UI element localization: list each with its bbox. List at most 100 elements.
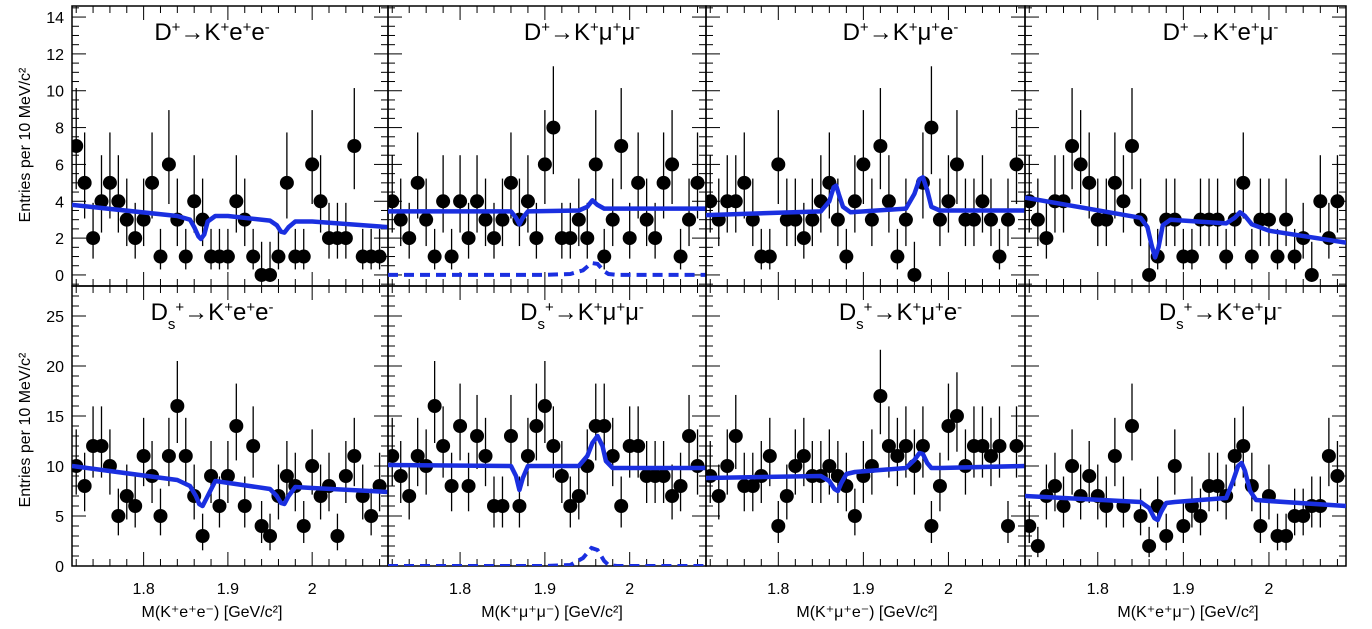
fit-curve: [388, 198, 706, 227]
data-point: [529, 419, 544, 433]
y-tick-label: 12: [46, 47, 64, 64]
data-point: [605, 212, 620, 227]
data-point: [1253, 519, 1268, 533]
data-point: [436, 194, 451, 209]
data-point: [983, 212, 998, 227]
data-point: [1056, 499, 1071, 513]
data-point: [873, 139, 888, 153]
data-point: [393, 212, 408, 227]
data-point: [822, 459, 837, 473]
data-point: [136, 212, 151, 227]
panels-group: 0 2 4 6 8 10 12 14 D+→K+e+e- D+→K+μ+μ- D+→K+μ+e- D+…: [46, 5, 1347, 598]
data-point: [890, 249, 905, 264]
x-tick-label: 1.8: [133, 581, 155, 598]
data-point: [597, 249, 612, 264]
data-point: [512, 499, 527, 513]
data-point: [737, 175, 752, 190]
data-point: [128, 499, 143, 513]
data-point: [728, 194, 743, 209]
data-point: [229, 419, 244, 433]
data-point: [1236, 175, 1251, 190]
data-point: [263, 529, 278, 543]
data-point: [495, 212, 510, 227]
data-point: [263, 267, 278, 282]
data-point: [388, 194, 400, 209]
data-point: [347, 139, 362, 153]
data-point: [588, 157, 603, 172]
data-point: [728, 429, 743, 443]
data-point: [941, 194, 956, 209]
data-point: [119, 489, 134, 503]
x-tick-label: 1.8: [449, 581, 471, 598]
data-point: [128, 231, 143, 246]
data-point: [296, 249, 311, 264]
data-point: [563, 499, 578, 513]
y-tick-label: 6: [55, 157, 64, 174]
data-point: [682, 429, 697, 443]
data-point: [520, 194, 535, 209]
data-point: [563, 231, 578, 246]
data-point: [571, 489, 586, 503]
data-point: [631, 439, 646, 453]
data-point: [571, 212, 586, 227]
fit-curve: [706, 450, 1025, 494]
y-axis-title-top: Entries per 10 MeV/c²: [17, 67, 34, 222]
x-tick-label: 1.9: [534, 581, 556, 598]
data-point: [444, 479, 459, 493]
data-point: [622, 231, 637, 246]
data-point: [1176, 519, 1191, 533]
data-point: [966, 212, 981, 227]
data-point: [254, 519, 269, 533]
data-point: [847, 194, 862, 209]
data-point: [1039, 231, 1054, 246]
data-point: [771, 519, 786, 533]
data-point: [1270, 249, 1285, 264]
data-point: [788, 459, 803, 473]
data-point: [153, 509, 168, 523]
data-point: [478, 212, 493, 227]
x-axis-title: M(K⁺μ⁺μ⁻) [GeV/c²]: [481, 604, 623, 621]
data-point: [1227, 449, 1242, 463]
data-point: [898, 212, 913, 227]
data-point: [296, 519, 311, 533]
data-point: [949, 409, 964, 423]
data-point: [427, 399, 442, 413]
fit-curve: [706, 175, 1025, 218]
data-point: [665, 489, 680, 503]
data-point: [665, 157, 680, 172]
data-point: [745, 212, 760, 227]
data-point: [212, 499, 227, 513]
data-point: [495, 499, 510, 513]
data-point: [1296, 509, 1311, 523]
data-point: [178, 249, 193, 264]
data-point: [932, 212, 947, 227]
data-point: [839, 249, 854, 264]
y-tick-label: 20: [46, 359, 64, 376]
x-tick-label: 2: [625, 581, 634, 598]
data-point: [1330, 194, 1345, 209]
data-point: [1125, 139, 1139, 153]
data-point: [1000, 519, 1015, 533]
data-point: [1125, 419, 1139, 433]
data-point: [187, 194, 202, 209]
panel-title: D+→K+μ+μ-: [524, 19, 640, 47]
data-point: [537, 157, 552, 172]
data-point: [86, 231, 101, 246]
data-point: [388, 449, 400, 463]
data-point: [1030, 212, 1045, 227]
data-point: [305, 459, 320, 473]
data-point: [220, 249, 235, 264]
data-point: [393, 469, 408, 483]
data-point: [246, 439, 261, 453]
panel-frame: [387, 285, 707, 567]
y-tick-label: 5: [55, 509, 64, 526]
data-point: [614, 139, 629, 153]
x-tick-label: 1.8: [1087, 581, 1109, 598]
data-point: [975, 194, 990, 209]
y-tick-label: 14: [46, 10, 64, 27]
plot-area: [706, 66, 1025, 282]
data-point: [444, 249, 459, 264]
plot-area: [72, 88, 388, 282]
data-point: [992, 249, 1007, 264]
